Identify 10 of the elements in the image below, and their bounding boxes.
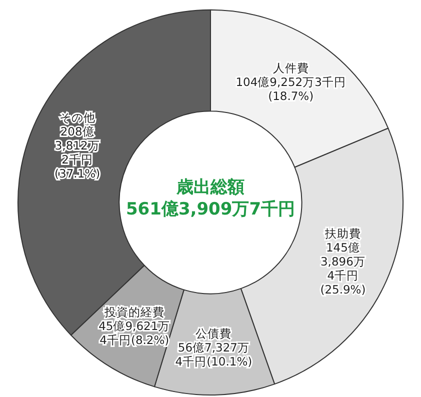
data-label: 145億 3,896万 4千円 (25.9%) — [320, 240, 366, 296]
slice-label: 扶助費 — [324, 226, 361, 240]
data-label: 45億9,621万 4千円(8.2%) — [98, 318, 170, 347]
data-label: 208億 3,812万 2千円 (37.1%) — [54, 124, 100, 180]
slice-label: 投資的経費 — [103, 304, 164, 319]
data-label: 56億7,327万 4千円(10.1%) — [175, 340, 252, 368]
text: 歳出総額 561億3,909万7千円 — [126, 178, 296, 220]
data-label: 104億9,252万3千円 (18.7%) — [236, 74, 346, 103]
slice-label: 人件費 — [272, 60, 309, 75]
slice-label: 公債費 — [196, 326, 232, 340]
